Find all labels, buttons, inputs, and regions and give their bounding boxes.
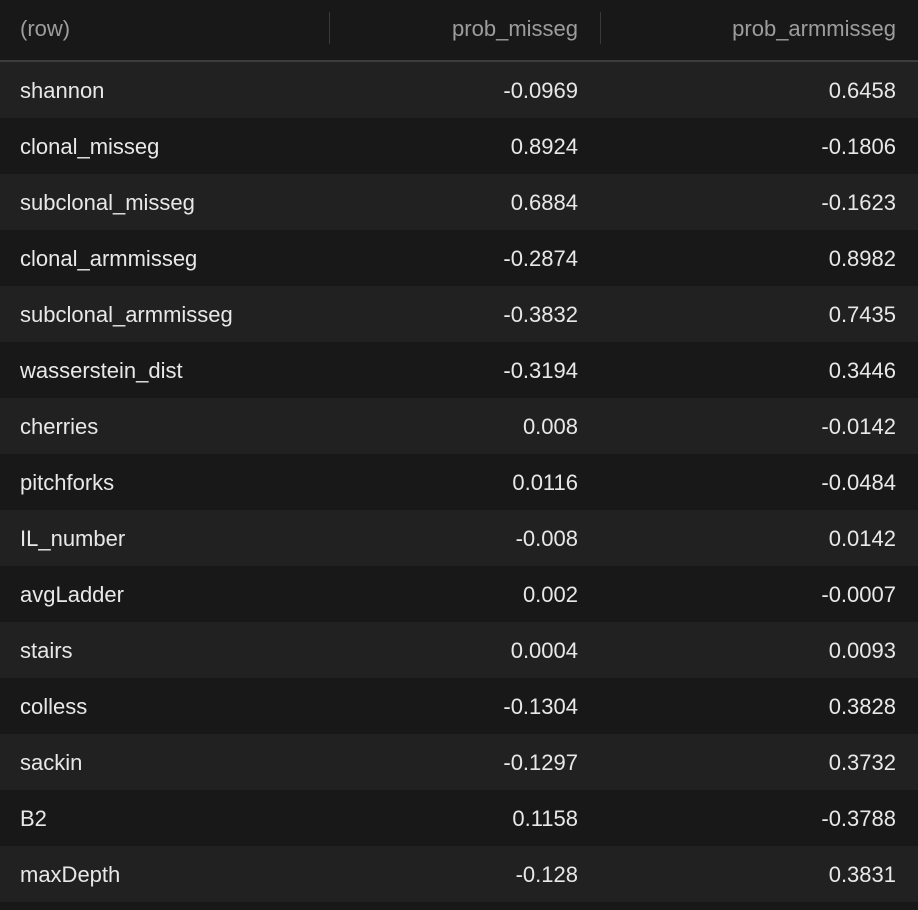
prob-armmisseg-cell: 0.3828 (828, 694, 896, 719)
prob-misseg-cell: -0.008 (515, 526, 578, 551)
table-row[interactable]: pitchforks 0.0116 -0.0484 (0, 454, 918, 510)
prob-armmisseg-cell: -0.1806 (821, 134, 896, 159)
row-label-cell: pitchforks (20, 470, 115, 495)
prob-misseg-cell: 0.1158 (512, 806, 578, 831)
column-resize-handle[interactable] (600, 12, 601, 44)
prob-armmisseg-cell: 0.3446 (828, 358, 896, 383)
prob-armmisseg-cell: 0.0093 (828, 638, 896, 663)
column-header-row[interactable]: (row) (20, 16, 71, 41)
row-label-cell: cherries (20, 414, 99, 439)
prob-armmisseg-cell: 0.7435 (828, 302, 896, 327)
prob-misseg-cell: 0.008 (522, 414, 578, 439)
prob-armmisseg-cell: -0.3788 (821, 806, 896, 831)
table-row[interactable]: IL_number -0.008 0.0142 (0, 510, 918, 566)
row-label-cell: wasserstein_dist (20, 358, 183, 383)
row-label-cell: stairs (20, 638, 73, 663)
row-label-cell: maxDepth (20, 862, 121, 887)
table-row[interactable]: sackin -0.1297 0.3732 (0, 734, 918, 790)
table-row[interactable]: avgLadder 0.002 -0.0007 (0, 566, 918, 622)
row-label-cell: clonal_armmisseg (20, 246, 198, 271)
table-row[interactable]: shannon -0.0969 0.6458 (0, 62, 918, 118)
row-label-cell: IL_number (20, 526, 126, 551)
column-resize-handle[interactable] (329, 12, 330, 44)
prob-misseg-cell: 0.8924 (510, 134, 578, 159)
prob-misseg-cell: -0.3194 (503, 358, 578, 383)
table-row[interactable]: B2 0.1158 -0.3788 (0, 790, 918, 846)
prob-armmisseg-cell: -0.0142 (821, 414, 896, 439)
prob-misseg-cell: 0.002 (522, 582, 578, 607)
prob-misseg-cell: -0.2874 (503, 246, 578, 271)
row-label-cell: B2 (20, 806, 47, 831)
table-row[interactable]: subclonal_misseg 0.6884 -0.1623 (0, 174, 918, 230)
row-label-cell: subclonal_misseg (20, 190, 195, 215)
prob-misseg-cell: -0.128 (515, 862, 578, 887)
prob-armmisseg-cell: 0.3732 (828, 750, 896, 775)
table-row[interactable]: maxDepth -0.128 0.3831 (0, 846, 918, 902)
row-label-cell: subclonal_armmisseg (20, 302, 233, 327)
prob-armmisseg-cell: 0.8982 (828, 246, 896, 271)
prob-misseg-cell: 0.0004 (510, 638, 578, 663)
prob-armmisseg-cell: 0.3831 (828, 862, 896, 887)
table-row[interactable]: subclonal_armmisseg -0.3832 0.7435 (0, 286, 918, 342)
column-header-prob-misseg[interactable]: prob_misseg (452, 16, 578, 41)
table-row[interactable]: colless -0.1304 0.3828 (0, 678, 918, 734)
row-label-cell: shannon (20, 78, 105, 103)
prob-misseg-cell: -0.1297 (503, 750, 578, 775)
table-row[interactable]: cherries 0.008 -0.0142 (0, 398, 918, 454)
table-row[interactable]: clonal_armmisseg -0.2874 0.8982 (0, 230, 918, 286)
table-row[interactable]: clonal_misseg 0.8924 -0.1806 (0, 118, 918, 174)
table-row[interactable]: stairs 0.0004 0.0093 (0, 622, 918, 678)
prob-armmisseg-cell: 0.0142 (828, 526, 896, 551)
column-header-prob-armmisseg[interactable]: prob_armmisseg (732, 16, 896, 41)
prob-misseg-cell: 0.6884 (510, 190, 578, 215)
prob-misseg-cell: -0.1304 (503, 694, 578, 719)
prob-armmisseg-cell: 0.6458 (828, 78, 896, 103)
table-body: shannon -0.0969 0.6458 clonal_misseg 0.8924 -… (0, 62, 918, 902)
table-header: (row) prob_misseg prob_armmisseg (0, 0, 918, 62)
prob-misseg-cell: -0.0969 (503, 78, 578, 103)
prob-armmisseg-cell: -0.0484 (821, 470, 896, 495)
row-label-cell: sackin (20, 750, 83, 775)
table-row[interactable]: wasserstein_dist -0.3194 0.3446 (0, 342, 918, 398)
row-label-cell: avgLadder (20, 582, 124, 607)
prob-misseg-cell: 0.0116 (512, 470, 578, 495)
prob-misseg-cell: -0.3832 (503, 302, 578, 327)
row-label-cell: clonal_misseg (20, 134, 160, 159)
row-label-cell: colless (20, 694, 88, 719)
prob-armmisseg-cell: -0.1623 (821, 190, 896, 215)
prob-armmisseg-cell: -0.0007 (821, 582, 896, 607)
